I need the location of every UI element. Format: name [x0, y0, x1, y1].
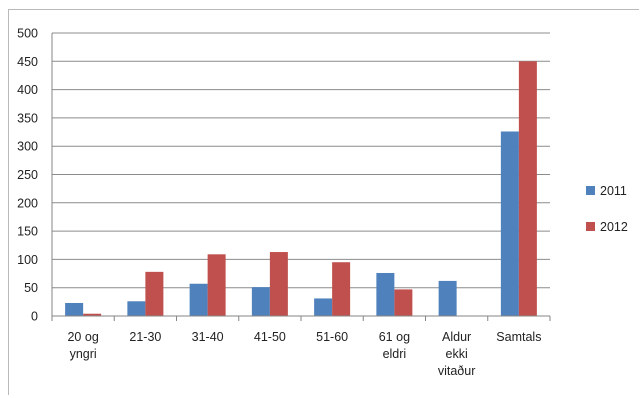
x-tick-label: 20 og yngri	[67, 330, 98, 361]
bar-2011-5	[376, 272, 395, 316]
bar-2012-2	[207, 254, 226, 316]
bar-2011-3	[251, 287, 270, 316]
bar-2011-7	[500, 131, 519, 316]
x-tick-label: 41-50	[254, 330, 286, 344]
bar-2011-4	[314, 298, 333, 316]
bars	[51, 61, 551, 321]
bar-2012-0	[83, 313, 102, 316]
bar-2011-6	[438, 280, 457, 316]
legend-swatch-2011	[586, 186, 595, 195]
legend-label-2012: 2012	[600, 220, 628, 234]
gridlines	[52, 32, 550, 289]
x-tick-label: 51-60	[316, 330, 348, 344]
y-tick-label: 450	[17, 55, 38, 69]
axes	[51, 33, 550, 317]
x-tick-label: 61 og eldri	[379, 330, 410, 361]
bar-2012-4	[332, 262, 351, 316]
y-tick-label: 350	[17, 111, 38, 125]
y-tick-label: 250	[17, 168, 38, 182]
chart-frame	[8, 9, 639, 395]
y-tick-label: 150	[17, 225, 38, 239]
y-tick-label: 400	[17, 83, 38, 97]
legend-swatch-2012	[586, 222, 595, 231]
bar-2011-0	[65, 302, 84, 316]
x-tick-labels: 20 og yngri 21-30 31-40 41-50 51-60 61 og eldri…	[67, 330, 541, 378]
y-tick-label: 100	[17, 253, 38, 267]
y-tick-label: 300	[17, 140, 38, 154]
legend: 2011 2012	[586, 184, 628, 234]
y-tick-label: 200	[17, 196, 38, 210]
y-tick-labels: 0 50 100 150 200 250 300 350 400 450 500	[17, 27, 38, 324]
bar-2011-1	[127, 301, 146, 316]
x-tick-label: Aldur ekki vitaður	[438, 330, 476, 378]
legend-label-2011: 2011	[600, 184, 627, 198]
x-tick-label: 21-30	[129, 330, 161, 344]
bar-2012-5	[394, 289, 413, 316]
bar-2012-3	[269, 252, 288, 316]
y-tick-label: 0	[31, 310, 38, 324]
x-tick-label: Samtals	[496, 330, 541, 344]
y-tick-label: 500	[17, 27, 38, 41]
bar-2011-2	[189, 283, 208, 316]
x-tick-label: 31-40	[192, 330, 224, 344]
bar-2012-7	[518, 61, 537, 316]
y-tick-label: 50	[24, 281, 38, 295]
bar-2012-1	[145, 271, 164, 316]
